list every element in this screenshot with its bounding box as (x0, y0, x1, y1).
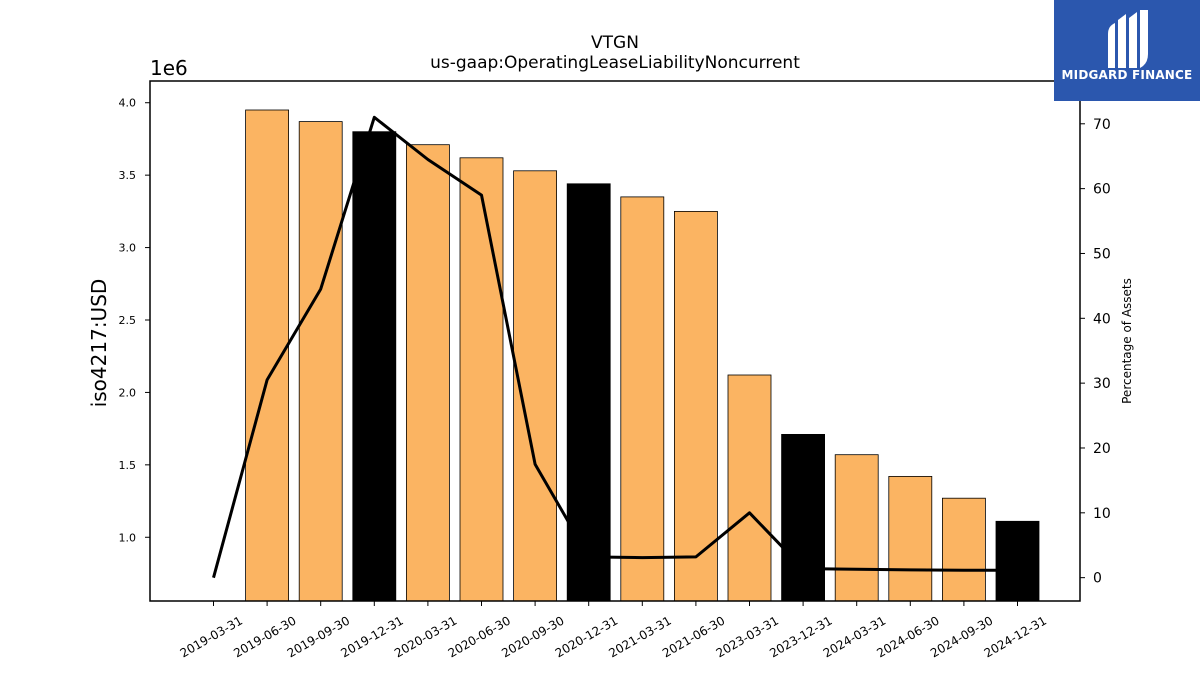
bar-2024-03-31 (834, 454, 879, 602)
y-tick-label: 3.0 (119, 242, 137, 255)
y-tick-label: 3.5 (119, 169, 137, 182)
logo-text: MIDGARD FINANCE (1061, 68, 1193, 82)
midgard-logo-icon (1108, 10, 1148, 68)
bar-2024-09-30 (942, 497, 986, 602)
chart-title: VTGN (591, 33, 639, 53)
y2-tick-label: 50 (1093, 246, 1111, 262)
chart-subtitle: us-gaap:OperatingLeaseLiabilityNoncurren… (430, 53, 800, 73)
plot-frame (149, 80, 1081, 602)
bars-layer (245, 109, 1040, 602)
bar-2021-06-30 (674, 210, 718, 602)
bar-2020-12-31 (566, 183, 611, 602)
y2-tick-label: 0 (1093, 571, 1102, 587)
y2-tick-label: 30 (1093, 376, 1111, 392)
y2-tick-label: 60 (1093, 182, 1111, 198)
midgard-finance-logo: MIDGARD FINANCE (1054, 0, 1200, 101)
line-series-percentage-of-assets (212, 115, 1018, 579)
line-layer (212, 115, 1018, 579)
y2-tick-label: 70 (1093, 117, 1111, 133)
bar-2019-12-31 (352, 131, 397, 602)
bar-2023-03-31 (727, 374, 772, 602)
bar-2021-03-31 (620, 196, 665, 602)
y-axis-label: iso4217:USD (87, 279, 111, 408)
y2-axis-label: Percentage of Assets (1120, 278, 1134, 404)
y-tick-label: 1.5 (119, 459, 137, 472)
bar-2020-03-31 (405, 144, 450, 602)
y2-tick-label: 40 (1093, 311, 1111, 327)
y-tick-label: 1.0 (119, 531, 137, 544)
bar-2019-09-30 (298, 121, 343, 602)
bar-2023-12-31 (781, 433, 825, 602)
bar-2024-06-30 (888, 475, 933, 602)
bar-2020-06-30 (459, 157, 504, 602)
y-tick-label: 2.0 (119, 386, 137, 399)
y2-tick-label: 20 (1093, 441, 1111, 457)
y-multiplier-label: 1e6 (150, 56, 188, 80)
y2-tick-label: 10 (1093, 506, 1111, 522)
y-tick-label: 4.0 (119, 97, 137, 110)
y-tick-label: 2.5 (119, 314, 137, 327)
bar-2024-12-31 (995, 520, 1040, 602)
